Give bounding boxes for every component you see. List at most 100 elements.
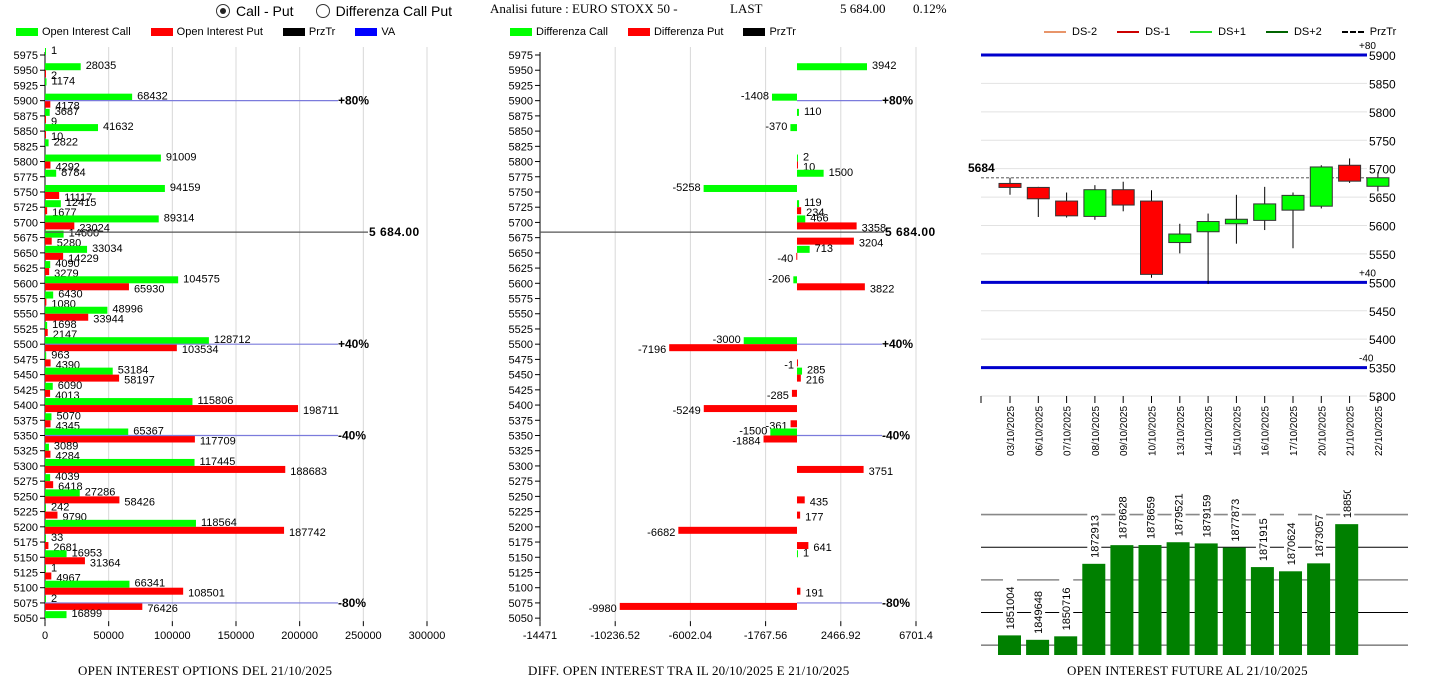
future-oi-label: 1850716	[1061, 587, 1073, 630]
y-tick-label: 5250	[14, 491, 38, 503]
y-tick-label: 5200	[509, 522, 533, 534]
y-tick-label: 5050	[14, 613, 38, 625]
call-bar	[45, 367, 113, 375]
future-oi-label: 1872913	[1089, 515, 1101, 558]
call-bar	[796, 154, 798, 162]
put-bar-label: 3822	[870, 283, 894, 295]
legend-label: DS+2	[1293, 26, 1322, 38]
y-tick-label: 5275	[14, 476, 38, 488]
y-tick-label: 5925	[14, 80, 38, 92]
legend-line-ds+2	[1265, 31, 1288, 33]
put-bar-label: 117709	[200, 436, 236, 448]
last-value: 5 684.00	[840, 1, 886, 16]
put-bar-label: 3751	[869, 466, 893, 478]
put-bar-label: 76426	[147, 603, 178, 615]
y-tick-label: 5525	[509, 324, 533, 336]
x-tick-label: 21/10/2025	[1346, 406, 1357, 456]
call-bar-label: 242	[51, 502, 69, 514]
legend-line-ds-2	[1044, 31, 1066, 33]
va-label: +80%	[338, 94, 369, 108]
call-bar-label: 2	[803, 152, 809, 164]
put-bar	[45, 268, 50, 276]
put-bar	[619, 602, 797, 610]
x-tick-label: 14/10/2025	[1204, 406, 1215, 456]
oi-options-chart: 0 50000 100000 150000 200000 250000 300000 5975…	[14, 45, 446, 642]
call-bar-label: 466	[810, 212, 828, 224]
put-bar	[45, 222, 75, 230]
y-tick-label: 5300	[1369, 390, 1396, 404]
call-bar-label: 713	[815, 243, 833, 255]
put-bar	[45, 511, 58, 519]
put-bar-label: 187742	[289, 527, 326, 539]
put-bar	[791, 389, 797, 397]
put-bar-label: 65930	[134, 283, 165, 295]
caption-oi-diff: DIFF. OPEN INTEREST TRA IL 20/10/2025 E …	[528, 663, 850, 678]
call-bar	[45, 108, 50, 116]
y-tick-label: 5075	[509, 598, 533, 610]
oi-diff-chart: -14471 -10236.52 -6002.04 -1767.56 2466.92 67…	[509, 47, 936, 642]
put-bar	[45, 389, 51, 397]
put-bar	[796, 283, 865, 291]
y-tick-label: 5625	[509, 263, 533, 275]
call-bar	[45, 78, 47, 86]
legend-swatch-put	[627, 28, 650, 36]
candle-down	[1338, 164, 1362, 182]
call-bar	[45, 611, 67, 619]
future-oi-label: 1878659	[1146, 496, 1158, 539]
put-bar	[45, 161, 51, 169]
put-bar-label: 3204	[859, 238, 883, 250]
call-bar-label: 91009	[166, 152, 197, 164]
level-label: -40	[1359, 354, 1374, 365]
future-oi-label: 1879159	[1202, 495, 1214, 538]
przTr-label: 5 684.00	[885, 225, 936, 239]
level-label: +40	[1359, 268, 1376, 279]
x-tick-label: 20/10/2025	[1317, 406, 1328, 456]
y-tick-label: 5525	[14, 324, 38, 336]
legend-line-ds+1	[1190, 31, 1213, 33]
legend-item-ds-1: DS-1	[1117, 26, 1170, 38]
oi-future-chart: 1851004 1849648 1850716 1872913 1878628 18786…	[981, 490, 1408, 655]
legend-item-diff-put: Differenza Put	[627, 26, 723, 38]
legend-candles: DS-2 DS-1 DS+1 DS+2 PrzTr	[1044, 26, 1410, 38]
call-bar-label: 48996	[112, 304, 143, 316]
va-label: -40%	[882, 429, 910, 443]
radio-call-put[interactable]: Call - Put	[216, 3, 294, 19]
call-bar-label: 4039	[55, 471, 79, 483]
call-bar	[45, 215, 159, 223]
y-tick-label: 5750	[1369, 134, 1396, 148]
put-bar-label: 216	[806, 375, 824, 387]
candle-down	[1111, 189, 1135, 206]
call-bar-label: 1	[51, 45, 57, 57]
call-bar	[45, 580, 130, 588]
future-label-bg	[1143, 490, 1158, 542]
y-tick-label: 5550	[14, 309, 38, 321]
call-bar	[45, 428, 129, 436]
y-tick-label: 5450	[14, 370, 38, 382]
y-tick-label: 5550	[1369, 248, 1396, 262]
x-tick-label: -1767.56	[744, 630, 787, 642]
call-bar	[45, 48, 46, 55]
y-tick-label: 5050	[509, 613, 533, 625]
call-bar	[796, 550, 798, 558]
future-label-bg	[1284, 513, 1298, 568]
call-bar-label: 1500	[829, 167, 853, 179]
call-bar-label: 4090	[55, 258, 79, 270]
caption-oi-options: OPEN INTEREST OPTIONS DEL 21/10/2025	[78, 663, 333, 678]
put-bar-label: 177	[805, 512, 823, 524]
call-bar-label: 89314	[164, 212, 195, 224]
call-bar	[796, 200, 800, 208]
x-tick-label: -14471	[523, 630, 557, 642]
future-oi-bar	[1054, 636, 1078, 655]
radio-differenza[interactable]: Differenza Call Put	[315, 3, 452, 19]
put-bar	[796, 587, 801, 595]
put-bar-label: -9980	[589, 603, 617, 615]
future-label-bg	[1031, 581, 1046, 636]
call-bar-label: 1	[51, 562, 57, 574]
y-tick-label: 5750	[509, 187, 533, 199]
call-bar-label: 27286	[85, 486, 116, 498]
call-bar-label: 53184	[118, 365, 149, 377]
future-oi-label: 1849648	[1033, 591, 1045, 634]
y-tick-label: 5875	[14, 111, 38, 123]
call-bar-label: -206	[768, 273, 790, 285]
y-tick-label: 5600	[1369, 220, 1396, 234]
